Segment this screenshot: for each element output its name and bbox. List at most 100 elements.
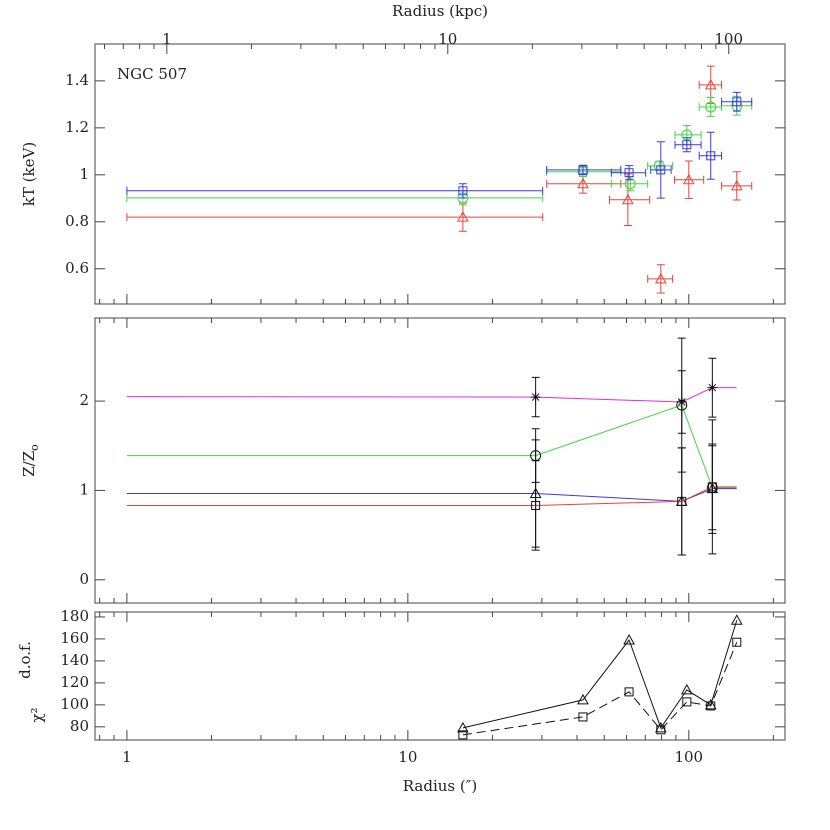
marker (624, 168, 634, 178)
marker (656, 725, 666, 735)
marker (707, 482, 717, 492)
y-error-cap (732, 91, 741, 112)
x-error-cap (647, 161, 674, 170)
y-error-cap (708, 357, 717, 418)
marker (530, 392, 541, 403)
y-axis-title-sub: d.o.f. (16, 641, 34, 679)
y-axis-title: kT (keV) (20, 142, 38, 206)
marker (676, 399, 688, 411)
marker (623, 633, 635, 645)
annotation: NGC 507 (117, 65, 187, 83)
y-tick-label: 1 (79, 165, 89, 183)
y-error-cap (682, 137, 691, 153)
y-tick-label: 80 (70, 717, 89, 735)
marker (682, 173, 695, 185)
marker (578, 712, 588, 722)
y-error-cap (625, 165, 634, 181)
marker (704, 78, 717, 90)
y-tick-label: 0.6 (65, 259, 89, 277)
x-error-cap (126, 193, 544, 202)
marker (531, 500, 541, 510)
marker (705, 101, 717, 113)
x-tick-label: 100 (674, 748, 703, 766)
series-line (126, 488, 737, 502)
x-error-cap (698, 151, 723, 160)
marker (624, 178, 636, 190)
marker (680, 683, 693, 695)
x-error-cap (674, 130, 702, 139)
marker (677, 496, 687, 506)
y-tick-label: 140 (60, 651, 89, 669)
series-line (462, 642, 738, 736)
marker (654, 272, 667, 284)
marker (730, 179, 743, 191)
x-error-cap (698, 80, 723, 89)
x-error-cap (721, 97, 753, 106)
x-tick-label: 1 (122, 748, 132, 766)
plot-frame (94, 317, 786, 604)
y-tick-label: 0 (79, 570, 89, 588)
x-error-cap (674, 140, 702, 149)
y-error-cap (708, 419, 717, 555)
y-tick-label: 1.4 (65, 71, 89, 89)
marker (732, 637, 742, 647)
marker (732, 97, 742, 107)
x-error-cap (650, 165, 672, 174)
marker (730, 614, 743, 625)
y-tick-label: 120 (60, 673, 89, 691)
x-tick-label: 10 (398, 748, 417, 766)
y-error-cap (732, 171, 741, 201)
x2-tick-label: 1 (162, 30, 172, 48)
y-tick-label: 1.2 (65, 118, 89, 136)
marker (622, 193, 634, 205)
y-tick-label: 1 (79, 480, 89, 498)
y-tick-label: 160 (60, 629, 89, 647)
y-error-cap (656, 264, 665, 294)
series-line (126, 404, 737, 489)
series-line (126, 486, 737, 506)
y-error-cap (656, 141, 665, 199)
x-axis-title: Radius (″) (403, 777, 477, 795)
marker (458, 186, 468, 196)
x-error-cap (126, 186, 544, 195)
marker (577, 693, 589, 705)
x-error-cap (126, 213, 544, 222)
y-error-cap (684, 160, 693, 200)
marker (457, 721, 469, 733)
x-error-cap (647, 274, 674, 283)
marker (577, 177, 589, 189)
x-error-cap (673, 175, 705, 184)
y-tick-label: 180 (60, 607, 89, 625)
y-axis-title-sub: o (28, 444, 41, 451)
x2-axis-title: Radius (kpc) (392, 2, 488, 20)
y-error-cap (706, 97, 715, 117)
marker (682, 697, 692, 707)
series-line (462, 620, 738, 730)
marker (707, 382, 718, 393)
y-error-cap (578, 164, 587, 176)
y-error-cap (531, 460, 540, 551)
x2-tick-label: 100 (714, 30, 743, 48)
y-error-cap (706, 131, 715, 180)
marker (624, 687, 634, 697)
x2-tick-label: 10 (438, 30, 457, 48)
x-error-cap (608, 195, 651, 204)
y-axis-title: Z/Zo (20, 444, 41, 477)
plot-frame (94, 611, 786, 741)
y-tick-label: 2 (79, 391, 89, 409)
series-line (126, 387, 737, 403)
x-error-cap (610, 168, 647, 177)
y-axis-title-main: Z/Z (20, 451, 38, 477)
marker (656, 165, 666, 175)
plot-frame (94, 43, 786, 305)
y-error-cap (458, 183, 467, 199)
marker (704, 698, 717, 710)
x-error-cap (721, 181, 753, 190)
y-axis-title: χ² (28, 707, 46, 722)
marker (578, 165, 588, 175)
x-error-cap (610, 179, 649, 188)
y-tick-label: 0.8 (65, 212, 89, 230)
y-error-cap (531, 376, 540, 418)
marker (457, 211, 469, 222)
